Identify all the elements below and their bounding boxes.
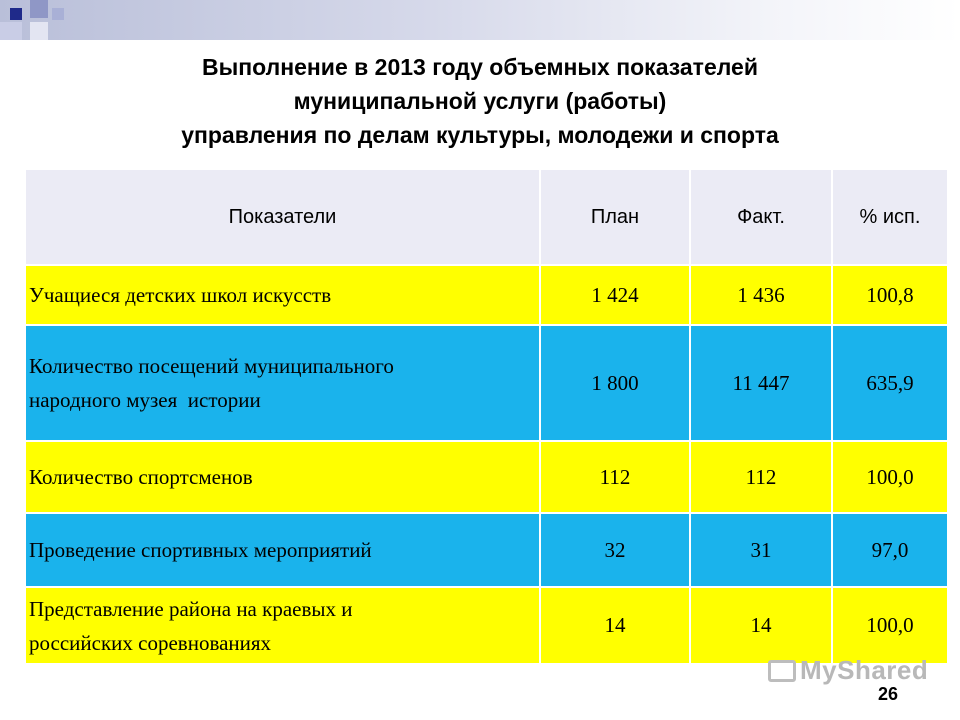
page-number: 26 [878, 684, 899, 704]
decor-square [30, 0, 48, 18]
decor-square [30, 22, 48, 40]
row-fact: 11 447 [690, 324, 833, 441]
row-name: Количество спортсменов [26, 440, 541, 513]
row-plan: 14 [540, 586, 691, 663]
header-fact: Факт. [690, 170, 833, 265]
header-percent: % исп. [832, 170, 949, 265]
decor-square [0, 22, 22, 40]
decor-square [52, 8, 64, 20]
row-name-line: Проведение спортивных мероприятий [29, 538, 372, 562]
row-plan: 32 [540, 512, 691, 587]
row-percent: 100,0 [832, 440, 949, 513]
row-name: Проведение спортивных мероприятий [26, 512, 541, 587]
table-row: Представление района на краевых и российс… [26, 586, 949, 663]
row-name-line: народного музея истории [29, 388, 261, 412]
row-fact: 14 [690, 586, 833, 663]
row-plan: 1 800 [540, 324, 691, 441]
row-percent: 635,9 [832, 324, 949, 441]
monitor-icon [768, 660, 796, 682]
row-name: Учащиеся детских школ искусств [26, 264, 541, 325]
indicators-table: Показатели План Факт. % исп. Учащиеся де… [26, 170, 949, 663]
title-line-2: муниципальной услуги (работы) [293, 88, 667, 114]
row-name-line: Количество посещений муниципального [29, 354, 394, 378]
row-name-line: Учащиеся детских школ искусств [29, 283, 332, 307]
table-header-row: Показатели План Факт. % исп. [26, 170, 949, 265]
title-line-1: Выполнение в 2013 году объемных показате… [202, 54, 758, 80]
row-name-line: Количество спортсменов [29, 465, 253, 489]
row-percent: 100,8 [832, 264, 949, 325]
row-plan: 1 424 [540, 264, 691, 325]
row-name-line: российских соревнованиях [29, 630, 272, 655]
table-row: Количество посещений муниципального народ… [26, 324, 949, 441]
row-name: Представление района на краевых и российс… [26, 586, 541, 663]
decor-square [10, 8, 22, 20]
row-name: Количество посещений муниципального народ… [26, 324, 541, 441]
watermark-text: MyShared [800, 655, 929, 685]
row-fact: 112 [690, 440, 833, 513]
watermark: MyShared [768, 655, 928, 686]
header-indicators: Показатели [26, 170, 541, 265]
table-row: Учащиеся детских школ искусств 1 424 1 4… [26, 264, 949, 325]
header-band [0, 0, 960, 40]
row-fact: 1 436 [690, 264, 833, 325]
row-percent: 100,0 [832, 586, 949, 663]
row-fact: 31 [690, 512, 833, 587]
title-line-3: управления по делам культуры, молодежи и… [181, 122, 779, 148]
slide-title: Выполнение в 2013 году объемных показате… [20, 50, 940, 152]
row-name-line: Представление района на краевых и [29, 596, 353, 621]
row-percent: 97,0 [832, 512, 949, 587]
row-plan: 112 [540, 440, 691, 513]
table-row: Проведение спортивных мероприятий 32 31 … [26, 512, 949, 587]
table-row: Количество спортсменов 112 112 100,0 [26, 440, 949, 513]
header-plan: План [540, 170, 691, 265]
